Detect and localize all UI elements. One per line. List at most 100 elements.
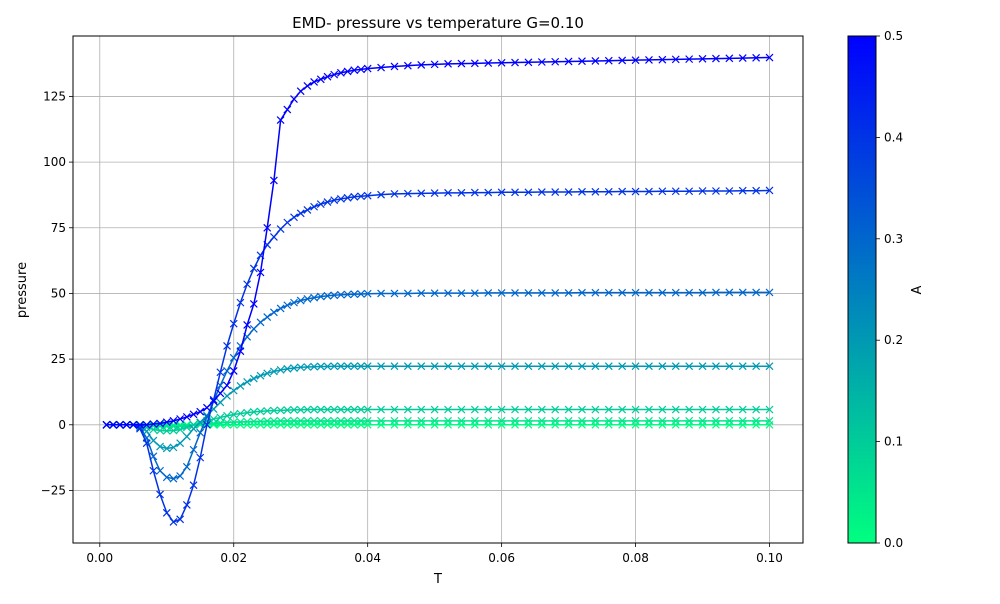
data-point bbox=[149, 420, 158, 428]
data-point bbox=[109, 420, 118, 429]
colorbar-tick-label: 0.1 bbox=[884, 435, 903, 449]
data-point bbox=[390, 405, 399, 414]
y-tick-label: 125 bbox=[43, 89, 66, 103]
data-point bbox=[236, 409, 245, 418]
data-point bbox=[511, 416, 519, 425]
data-point bbox=[645, 362, 653, 371]
data-point bbox=[256, 371, 265, 380]
data-point bbox=[330, 196, 339, 205]
data-point bbox=[725, 362, 734, 371]
data-point bbox=[618, 405, 627, 414]
data-point bbox=[142, 420, 151, 429]
data-point bbox=[671, 362, 680, 371]
data-point bbox=[303, 205, 312, 214]
series bbox=[102, 186, 774, 526]
data-point bbox=[283, 301, 292, 310]
data-point bbox=[698, 288, 707, 297]
y-tick-label: 100 bbox=[43, 155, 66, 169]
data-point bbox=[511, 362, 519, 371]
data-point bbox=[417, 189, 426, 198]
data-point bbox=[403, 61, 412, 70]
data-point bbox=[162, 444, 171, 453]
data-point bbox=[316, 362, 325, 371]
data-point bbox=[417, 416, 426, 425]
data-point bbox=[738, 186, 747, 195]
data-point bbox=[551, 362, 560, 371]
data-point bbox=[712, 288, 720, 297]
data-point bbox=[350, 362, 359, 371]
data-point bbox=[671, 187, 680, 196]
data-point bbox=[296, 87, 305, 96]
data-point bbox=[765, 288, 774, 297]
data-point bbox=[564, 57, 573, 66]
data-point bbox=[564, 188, 573, 196]
data-point bbox=[698, 405, 707, 414]
data-point bbox=[631, 187, 640, 196]
data-point bbox=[511, 58, 519, 67]
data-point bbox=[524, 288, 533, 297]
data-point bbox=[269, 420, 278, 429]
data-point bbox=[363, 405, 372, 414]
data-point bbox=[645, 55, 653, 64]
data-point bbox=[444, 188, 452, 197]
data-point bbox=[276, 365, 285, 374]
y-axis-label: pressure bbox=[15, 262, 30, 318]
data-point bbox=[377, 63, 385, 72]
data-point bbox=[176, 515, 185, 524]
data-point bbox=[323, 405, 332, 414]
data-point bbox=[524, 58, 533, 67]
data-point bbox=[249, 407, 258, 416]
data-point bbox=[712, 405, 720, 414]
data-point bbox=[156, 419, 164, 428]
series-line bbox=[106, 408, 770, 432]
data-point bbox=[269, 417, 278, 425]
data-point bbox=[296, 296, 305, 305]
data-point bbox=[671, 416, 680, 425]
data-point bbox=[551, 405, 560, 414]
y-tick-label: 25 bbox=[51, 352, 66, 366]
data-point bbox=[457, 188, 466, 197]
data-point bbox=[223, 391, 231, 400]
data-point bbox=[752, 288, 761, 297]
series bbox=[102, 53, 774, 429]
data-point bbox=[162, 426, 171, 435]
data-point bbox=[457, 289, 466, 298]
data-point bbox=[156, 426, 164, 435]
data-point bbox=[336, 194, 345, 203]
data-point bbox=[310, 293, 319, 302]
data-point bbox=[182, 500, 191, 509]
data-point bbox=[283, 406, 292, 415]
y-tick-label: 75 bbox=[51, 221, 66, 235]
data-point bbox=[363, 191, 372, 200]
data-point bbox=[444, 362, 452, 371]
data-point bbox=[249, 324, 258, 333]
series-line bbox=[106, 189, 770, 523]
data-point bbox=[343, 290, 352, 299]
data-point bbox=[343, 416, 352, 425]
data-point bbox=[457, 405, 466, 414]
data-point bbox=[578, 362, 586, 371]
data-point bbox=[316, 200, 325, 209]
data-point bbox=[216, 419, 225, 427]
data-point bbox=[223, 367, 231, 375]
x-tick-label: 0.10 bbox=[756, 551, 783, 565]
data-point bbox=[310, 405, 319, 414]
data-point bbox=[363, 416, 372, 425]
data-point bbox=[115, 420, 124, 429]
data-point bbox=[330, 416, 339, 425]
data-point bbox=[350, 66, 359, 75]
data-point bbox=[249, 417, 258, 426]
data-point bbox=[470, 188, 479, 197]
data-point bbox=[357, 405, 365, 414]
data-point bbox=[524, 188, 533, 197]
data-point bbox=[564, 416, 573, 425]
data-point bbox=[457, 362, 466, 371]
data-point bbox=[631, 405, 640, 414]
data-point bbox=[765, 416, 774, 425]
data-point bbox=[209, 415, 218, 423]
data-point bbox=[196, 407, 205, 416]
data-point bbox=[363, 289, 372, 298]
data-point bbox=[484, 416, 493, 425]
data-point bbox=[604, 362, 613, 371]
